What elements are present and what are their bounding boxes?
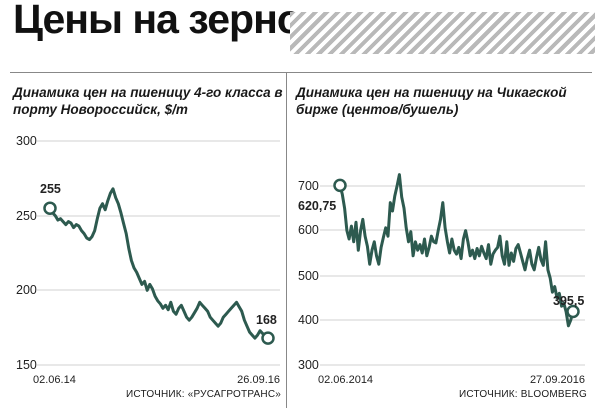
y-tick-label: 200 bbox=[16, 283, 37, 297]
end-point-marker bbox=[566, 304, 580, 319]
start-point-marker bbox=[43, 201, 57, 215]
y-tick-label: 150 bbox=[16, 358, 37, 372]
x-start-label: 02.06.2014 bbox=[318, 374, 373, 386]
x-end-label: 26.09.16 bbox=[237, 374, 280, 386]
y-tick-label: 250 bbox=[16, 209, 37, 223]
y-tick-label: 300 bbox=[298, 358, 319, 372]
y-tick-label: 400 bbox=[298, 313, 319, 327]
decorative-stripes bbox=[290, 12, 595, 54]
y-tick-label: 500 bbox=[298, 269, 319, 283]
start-point-marker bbox=[333, 178, 347, 193]
end-point-marker bbox=[261, 331, 275, 345]
series-line bbox=[338, 173, 575, 328]
start-value-label: 255 bbox=[40, 182, 61, 196]
panel-divider bbox=[286, 72, 287, 408]
end-value-label: 395,5 bbox=[553, 294, 584, 308]
page-title: Цены на зерно bbox=[13, 0, 302, 42]
chart-panel-0: 300 250 200 150 02.06.14 26.09.16 255 168 bbox=[16, 134, 280, 386]
x-end-label: 27.09.2016 bbox=[530, 374, 585, 386]
right-chart-title: Динамика цен на пшеницу на Чикагской бир… bbox=[296, 85, 567, 117]
left-source: ИСТОЧНИК: «РУСАГРОТРАНС» bbox=[125, 389, 281, 400]
end-value-label: 168 bbox=[256, 313, 277, 327]
y-tick-label: 300 bbox=[16, 134, 37, 148]
chart-panel-1: 700 600 500 400 300 02.06.2014 27.09.2016 620,7… bbox=[298, 173, 585, 386]
series-line bbox=[48, 187, 270, 340]
y-tick-label: 700 bbox=[298, 179, 319, 193]
y-tick-label: 600 bbox=[298, 223, 319, 237]
header-divider bbox=[10, 72, 592, 73]
start-value-label: 620,75 bbox=[298, 199, 336, 213]
left-chart-title: Динамика цен на пшеницу 4-го класса в по… bbox=[13, 85, 283, 117]
x-start-label: 02.06.14 bbox=[33, 374, 76, 386]
right-source: ИСТОЧНИК: BLOOMBERG bbox=[458, 389, 587, 400]
